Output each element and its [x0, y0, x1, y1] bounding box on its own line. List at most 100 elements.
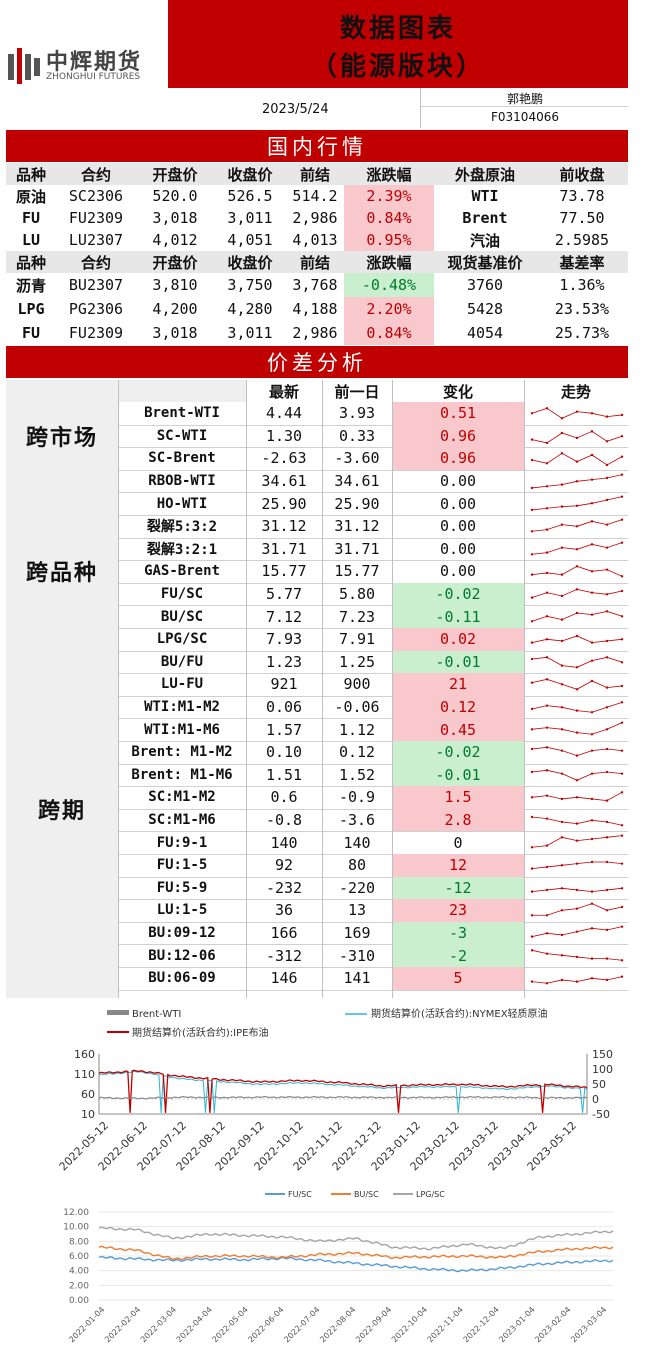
spread-prev: -3.60 — [334, 449, 380, 468]
trend-point — [620, 413, 624, 417]
domestic-header-1-cell: 品种 — [15, 165, 46, 184]
trend-point — [560, 954, 564, 957]
trend-point — [605, 546, 609, 549]
domestic-header-2-bg — [6, 251, 628, 273]
spread-latest: 31.71 — [261, 539, 307, 558]
trend-point — [530, 458, 534, 462]
x-tick-label: 2022-11-04 — [426, 1305, 465, 1344]
series-nymex — [98, 1070, 588, 1113]
spread-prev: -310 — [338, 946, 376, 965]
spread-change: 0.00 — [439, 539, 477, 558]
domestic-header-2-cell: 开盘价 — [152, 253, 198, 272]
trend-point — [530, 412, 534, 415]
domestic-title-text: 国内行情 — [267, 135, 367, 159]
trend-point — [545, 817, 549, 820]
spread-latest: 140 — [270, 833, 298, 852]
trend-point — [560, 749, 564, 752]
spread-prev: 34.61 — [334, 472, 380, 491]
report-date: 2023/5/24 — [262, 102, 329, 117]
trend-point — [545, 655, 549, 659]
trend-point — [605, 860, 609, 864]
series-ipe — [98, 1069, 588, 1113]
spread-name: Brent: M1-M2 — [131, 744, 233, 761]
trend-point — [545, 888, 549, 891]
spread-latest: 4.44 — [265, 404, 303, 423]
spread-latest: -2.63 — [261, 449, 307, 468]
x-tick-label: 2023-03-04 — [569, 1305, 608, 1344]
spot-row-cell: 3,810 — [152, 276, 198, 294]
x-tick-label: 2022-04-04 — [175, 1305, 214, 1344]
legend-label: BU/SC — [354, 1190, 379, 1199]
spread-header-cell: 变化 — [442, 382, 473, 401]
trend-point — [590, 641, 594, 644]
spot-row-cell: 4,200 — [152, 300, 198, 318]
domestic-header-2-cell: 现货基准价 — [447, 253, 523, 272]
trend-point — [590, 453, 594, 457]
trend-sparkline — [530, 678, 624, 691]
trend-point — [530, 509, 534, 512]
trend-line — [531, 746, 623, 757]
trend-point — [575, 862, 579, 865]
spot-row-cell: 0.84% — [344, 321, 434, 345]
x-tick-label: 2023-01-04 — [497, 1305, 536, 1344]
trend-point — [560, 618, 564, 622]
trend-point — [545, 844, 549, 848]
trend-sparkline — [530, 518, 624, 533]
spot-row-cell: 3760 — [466, 276, 504, 294]
trend-point — [545, 528, 549, 531]
trend-point — [575, 980, 579, 983]
spot-row-cell: 3,768 — [292, 276, 338, 294]
y-tick-label: 10.00 — [63, 1223, 89, 1233]
trend-sparkline — [530, 655, 624, 669]
spread-name: SC:M1-M2 — [148, 789, 216, 806]
spread-prev: 1.52 — [338, 765, 376, 784]
spread-change: 0.00 — [439, 494, 477, 513]
trend-point — [590, 890, 594, 893]
trend-point — [545, 704, 549, 707]
trend-point — [560, 820, 564, 823]
trend-sparkline — [530, 473, 624, 489]
spread-name: SC-WTI — [156, 427, 208, 444]
x-tick-label: 2022-07-04 — [282, 1305, 321, 1344]
spot-row-cell: 25.73% — [554, 324, 610, 342]
trend-point — [560, 797, 564, 801]
spread-header-cell: 最新 — [268, 382, 299, 401]
spread-latest: 1.51 — [265, 765, 303, 784]
trend-point — [530, 620, 534, 623]
spread-latest: 5.77 — [265, 585, 303, 604]
trend-point — [530, 573, 534, 577]
spot-row-cell: 沥青 — [15, 276, 46, 295]
legend-label: LPG/SC — [416, 1190, 445, 1199]
trend-point — [605, 523, 609, 526]
spread-latest: 36 — [274, 901, 294, 920]
x-tick-label: 2023-02-04 — [533, 1305, 572, 1344]
trend-point — [560, 573, 564, 577]
trend-point — [530, 657, 534, 660]
spread-header-cell: 走势 — [560, 382, 591, 401]
trend-point — [545, 746, 549, 749]
spot-row-cell: 1.36% — [559, 276, 605, 294]
trend-point — [620, 589, 624, 592]
trend-point — [545, 591, 549, 594]
trend-point — [575, 888, 579, 891]
series-line — [98, 1245, 614, 1261]
group-label: 跨品种 — [25, 560, 98, 587]
trend-point — [590, 502, 594, 505]
trend-point — [575, 634, 579, 638]
domestic-row-cell: 2.39% — [344, 185, 434, 207]
trend-sparkline — [530, 925, 624, 938]
trend-point — [575, 410, 579, 413]
trend-point — [545, 507, 549, 510]
spread-change: 0.96 — [392, 424, 524, 448]
trend-point — [620, 905, 624, 909]
trend-point — [545, 571, 549, 575]
legend-label: 期货结算价(活跃合约):IPE布油 — [132, 1026, 268, 1039]
spread-latest: 0.10 — [265, 743, 303, 762]
x-tick-label: 2022-10-04 — [390, 1305, 429, 1344]
trend-sparkline — [530, 429, 624, 444]
spread-change: 0 — [453, 833, 463, 852]
domestic-row-cell: WTI — [471, 187, 499, 205]
spread-name: SC-Brent — [148, 450, 216, 467]
trend-sparkline — [530, 902, 624, 917]
trend-point — [575, 587, 579, 591]
